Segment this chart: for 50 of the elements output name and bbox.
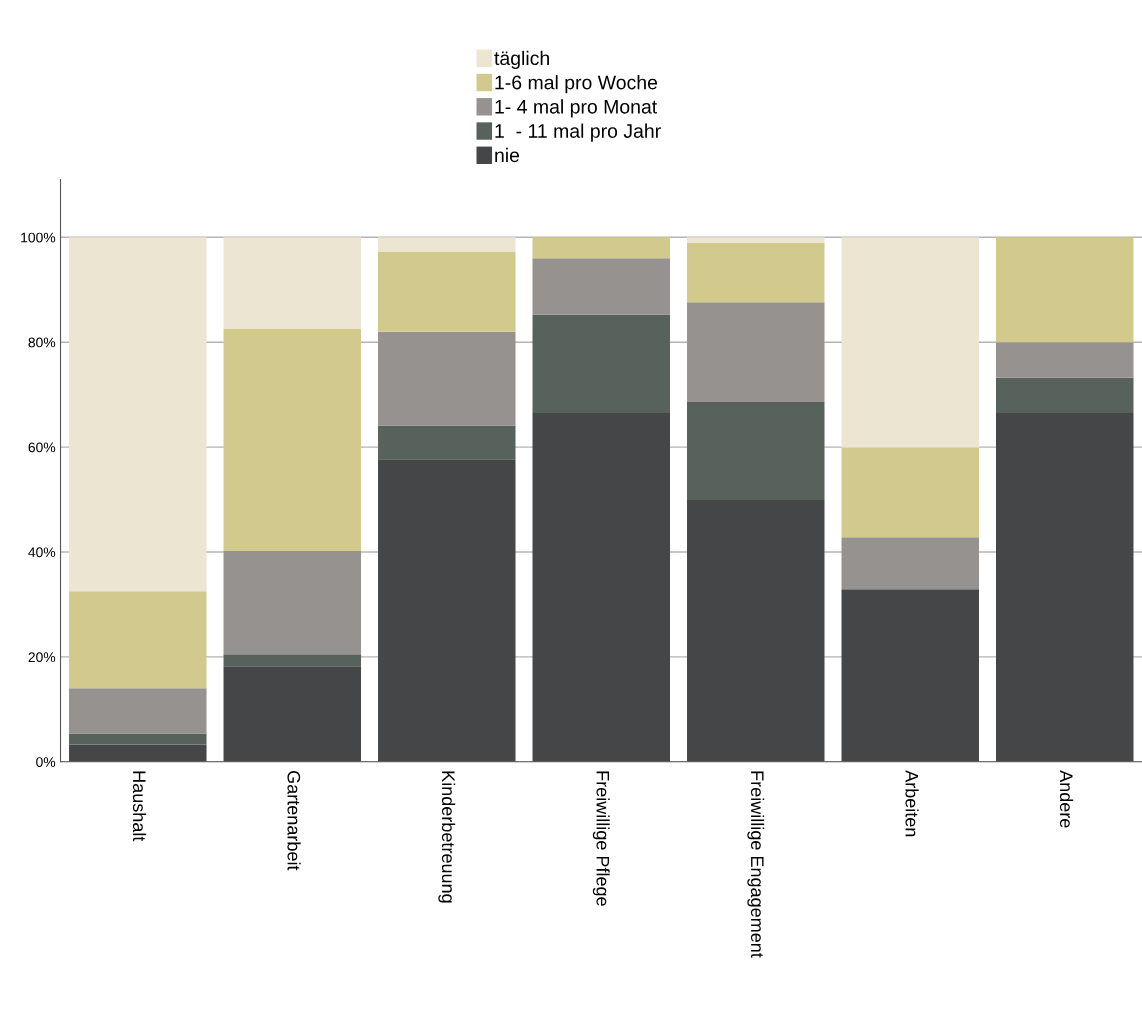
bar [996, 237, 1134, 343]
bar [69, 688, 207, 734]
bar [223, 654, 362, 667]
bar [223, 328, 362, 551]
bar [378, 237, 516, 252]
bar [378, 459, 516, 762]
bar [532, 314, 671, 413]
x-tick-label: Kinderbetreuung [438, 771, 456, 903]
bar [69, 744, 207, 762]
bar [996, 413, 1134, 762]
bar [687, 237, 825, 244]
bar [532, 258, 671, 315]
x-tick-label: Haushalt [132, 771, 147, 842]
bar [532, 413, 671, 762]
legend-label: täglich [494, 50, 549, 69]
x-tick-label: Gartenarbeit [287, 771, 301, 871]
bar [687, 302, 825, 402]
y-tick-label: 40% [28, 547, 56, 558]
bar [996, 377, 1134, 413]
bar [687, 500, 825, 762]
bar [223, 550, 362, 655]
bar [841, 237, 980, 448]
bar [841, 447, 980, 538]
bar [841, 537, 980, 590]
bar [378, 425, 516, 460]
y-tick-label: 100% [21, 232, 56, 243]
y-tick-label: 60% [28, 442, 56, 453]
bar [532, 237, 671, 259]
legend-label: 1- 4 mal pro Monat [495, 99, 658, 118]
x-tick-label: Arbeiten [905, 770, 919, 837]
bar [69, 237, 207, 592]
bar [996, 342, 1134, 378]
legend-label: 1-6 mal pro Woche [495, 75, 658, 94]
bar [69, 733, 207, 745]
bar [378, 331, 516, 426]
bar [378, 251, 516, 332]
bar [223, 237, 362, 329]
bar [687, 243, 825, 303]
y-tick-label: 20% [28, 652, 56, 663]
bar [687, 401, 825, 501]
y-tick-label: 0% [36, 757, 56, 767]
x-tick-label: Freiwillige Engagement [747, 771, 765, 958]
x-tick-label: Andere [1059, 770, 1074, 828]
x-tick-label: Freiwillige Pflege [592, 771, 610, 906]
bar [841, 589, 980, 762]
bar [69, 591, 207, 689]
bar [223, 666, 362, 762]
y-tick-label: 80% [28, 337, 56, 348]
legend-label: nie [495, 147, 520, 163]
legend-label: 1 - 11 mal pro Jahr [495, 123, 661, 142]
